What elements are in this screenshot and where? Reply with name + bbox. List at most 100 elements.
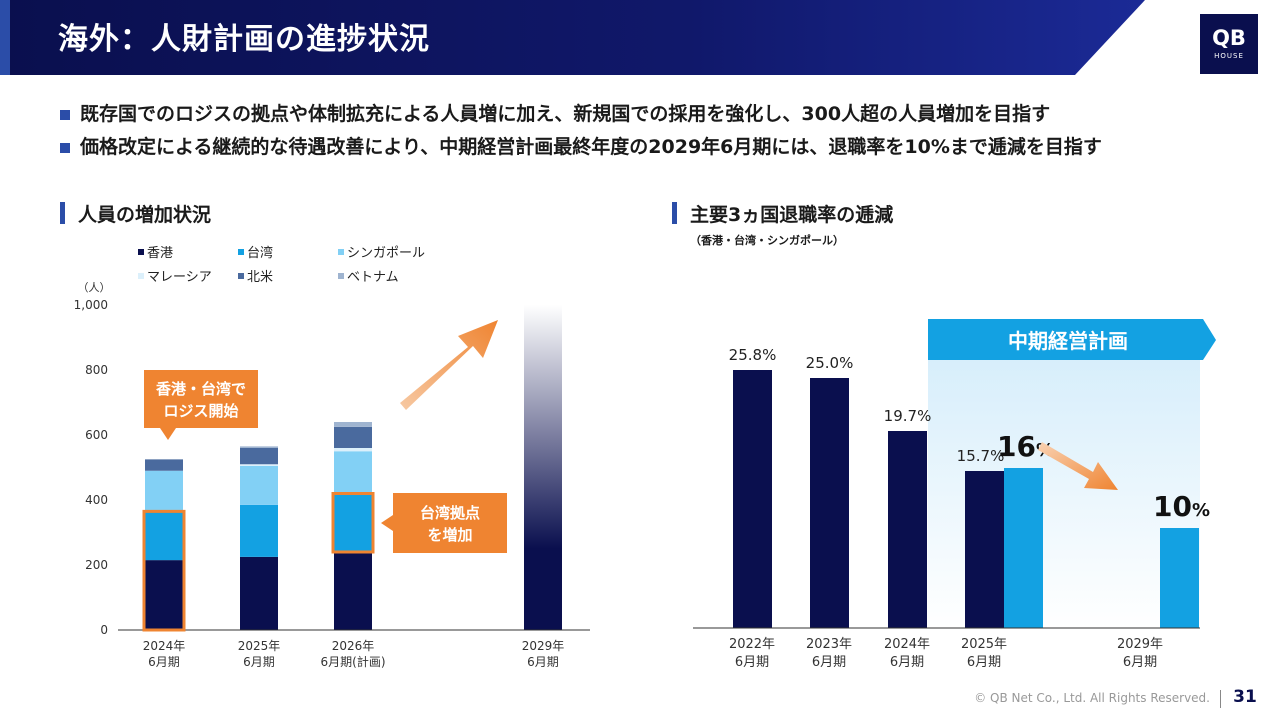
- x-tick-label: 6月期: [812, 655, 846, 670]
- x-tick-label: 2022年: [729, 637, 775, 652]
- x-tick-label: 2025年: [238, 639, 281, 653]
- callout-box: [393, 493, 507, 553]
- callout-text: 台湾拠点: [420, 504, 480, 522]
- legend-swatch: [138, 249, 144, 255]
- section-title-text: 主要3ヵ国退職率の逓減: [690, 204, 894, 226]
- x-tick-label: 2024年: [884, 637, 930, 652]
- decrease-arrow: [1038, 442, 1118, 490]
- callout-text: を増加: [427, 526, 472, 544]
- data-label: 15.7%: [957, 447, 1005, 465]
- section-marker: [672, 202, 677, 224]
- legend-swatch: [138, 273, 144, 279]
- bar-segment: [334, 552, 372, 630]
- legend-label: 台湾: [247, 245, 273, 261]
- x-tick-label: 6月期: [148, 655, 180, 669]
- page-title: 海外：人財計画の進捗状況: [58, 22, 430, 57]
- bar-segment: [240, 465, 278, 505]
- x-tick-label: 6月期: [890, 655, 924, 670]
- bar-segment: [145, 470, 183, 512]
- legend-swatch: [238, 273, 244, 279]
- bar-segment: [334, 493, 372, 552]
- footer-divider: [1220, 690, 1221, 708]
- y-tick-label: 400: [85, 493, 108, 507]
- bullet-square-icon: [60, 110, 70, 120]
- y-tick-label: 800: [85, 363, 108, 377]
- highlight-outline: [331, 492, 375, 554]
- page-number: 31: [1233, 687, 1257, 707]
- x-tick-label: 2026年: [332, 639, 375, 653]
- legend-swatch: [238, 249, 244, 255]
- y-tick-label: 200: [85, 558, 108, 572]
- header-banner: 海外：人財計画の進捗状況 QB HOUSE: [0, 0, 1280, 75]
- plan-data-label: 10%: [1153, 490, 1210, 523]
- x-tick-label: 2024年: [143, 639, 186, 653]
- bar-segment: [145, 560, 183, 630]
- x-tick-label: 6月期: [1123, 655, 1157, 670]
- qb-house-logo: QB HOUSE: [1200, 14, 1258, 74]
- data-label: 19.7%: [884, 407, 932, 425]
- bullet-item: 価格改定による継続的な待遇改善により、中期経営計画最終年度の2029年6月期には…: [60, 131, 1260, 164]
- bullet-item: 既存国でのロジスの拠点や体制拡充による人員増に加え、新規国での採用を強化し、30…: [60, 98, 1260, 131]
- callout-text: ロジス開始: [163, 402, 238, 420]
- y-tick-label: 0: [100, 623, 108, 637]
- plan-data-label: 16%: [997, 430, 1054, 463]
- legend-swatch: [338, 249, 344, 255]
- highlight-outline: [142, 509, 186, 632]
- bar-segment: [240, 464, 278, 466]
- bar-actual: [810, 378, 849, 628]
- bar-segment: [145, 511, 183, 561]
- section-title-turnover: 主要3ヵ国退職率の逓減: [672, 200, 894, 227]
- bullet-square-icon: [60, 143, 70, 153]
- x-tick-label: 6月期: [735, 655, 769, 670]
- bar-segment: [240, 504, 278, 557]
- bar-segment: [334, 448, 372, 452]
- plan-banner-text: 中期経営計画: [1008, 329, 1128, 353]
- data-label: 25.0%: [806, 354, 854, 372]
- bar-segment: [240, 446, 278, 448]
- callout-pointer: [381, 515, 393, 531]
- plan-label-unit: %: [1192, 500, 1210, 521]
- headcount-chart: （人） 0 200 400 600 800 1,000 2024年 6月期 2025年 6月期 202…: [74, 245, 590, 669]
- plan-label-number: 10: [1153, 490, 1192, 523]
- bar-actual: [965, 471, 1004, 628]
- target-bar: [524, 305, 562, 630]
- bar-segment: [145, 459, 183, 471]
- section-title-text: 人員の増加状況: [78, 204, 212, 226]
- x-tick-label: 6月期: [967, 655, 1001, 670]
- bar-segment: [334, 451, 372, 494]
- bar-plan: [1160, 528, 1199, 628]
- summary-bullets: 既存国でのロジスの拠点や体制拡充による人員増に加え、新規国での採用を強化し、30…: [60, 98, 1260, 164]
- x-tick-label: 6月期: [243, 655, 275, 669]
- bullet-text: 価格改定による継続的な待遇改善により、中期経営計画最終年度の2029年6月期には…: [80, 136, 1102, 158]
- x-tick-label: 2023年: [806, 637, 852, 652]
- bar-segment: [334, 426, 372, 448]
- section-title-headcount: 人員の増加状況: [60, 200, 212, 227]
- y-unit-label: （人）: [78, 281, 111, 294]
- legend-label: 北米: [247, 270, 273, 285]
- callout-box: [144, 370, 258, 428]
- callout-text: 香港・台湾で: [156, 380, 246, 398]
- bar-segment: [240, 448, 278, 465]
- y-tick-label: 600: [85, 428, 108, 442]
- bar-actual: [888, 431, 927, 628]
- plan-banner: [928, 319, 1216, 360]
- logo-sub-text: HOUSE: [1214, 52, 1244, 60]
- legend-label: マレーシア: [147, 270, 212, 285]
- logo-main-text: QB: [1212, 26, 1246, 50]
- bar-segment: [334, 422, 372, 427]
- x-tick-label: 6月期(計画): [321, 654, 386, 669]
- bullet-text: 既存国でのロジスの拠点や体制拡充による人員増に加え、新規国での採用を強化し、30…: [80, 103, 1051, 125]
- bar-plan: [1004, 468, 1043, 628]
- data-label: 25.8%: [729, 346, 777, 364]
- growth-arrow: [400, 320, 498, 410]
- x-tick-label: 2029年: [1117, 637, 1163, 652]
- x-tick-label: 6月期: [527, 655, 559, 669]
- legend-swatch: [338, 273, 344, 279]
- callout-pointer: [160, 428, 176, 440]
- legend-label: ベトナム: [347, 270, 399, 285]
- x-tick-label: 2029年: [522, 639, 565, 653]
- section-subtitle-turnover: （香港・台湾・シンガポール）: [690, 234, 844, 247]
- y-tick-label: 1,000: [74, 298, 108, 312]
- section-marker: [60, 202, 65, 224]
- legend-label: 香港: [147, 246, 173, 261]
